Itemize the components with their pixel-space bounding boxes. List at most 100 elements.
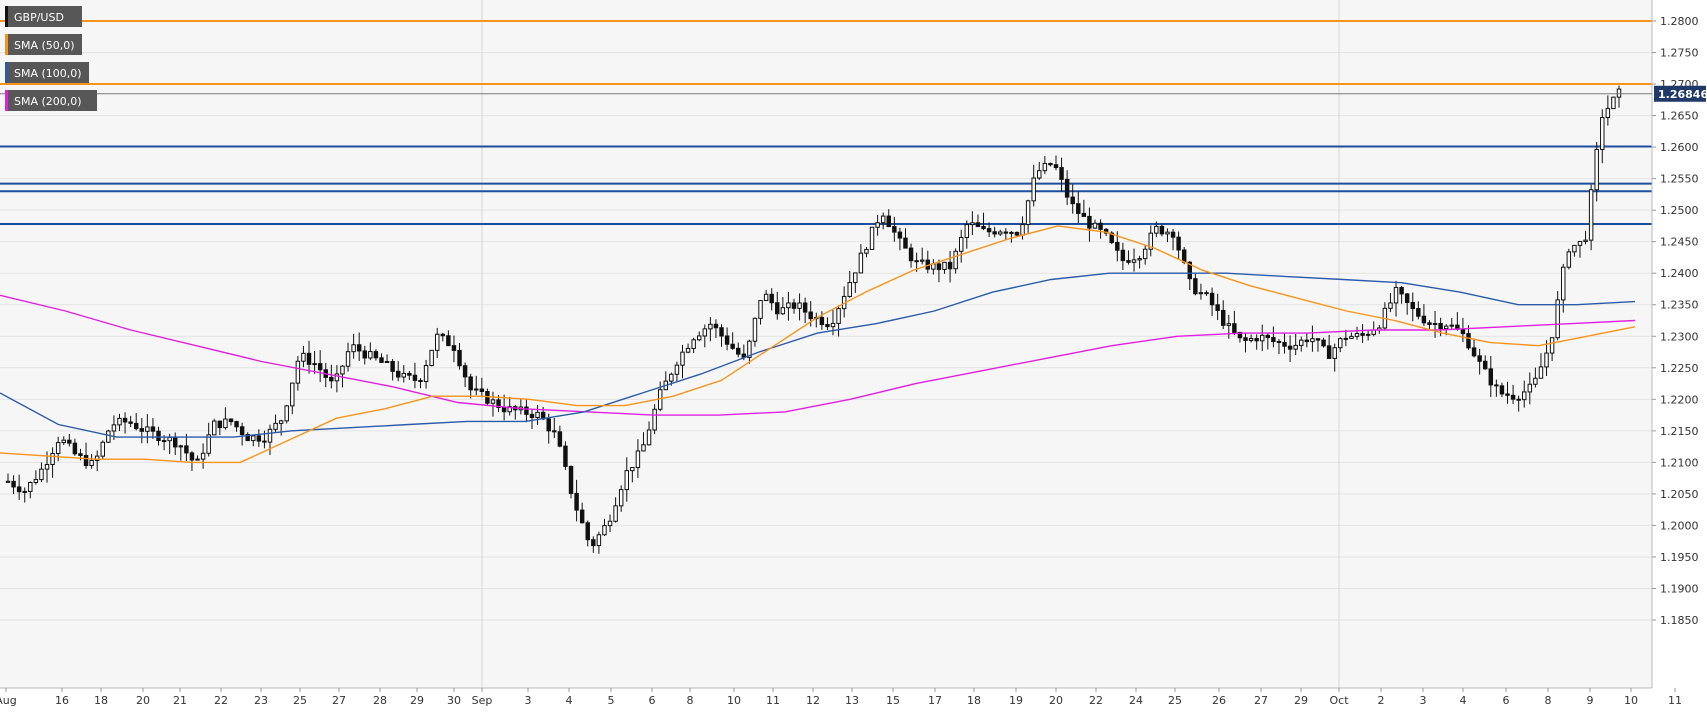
candle[interactable] xyxy=(802,297,808,324)
legend-item[interactable]: GBP/USD xyxy=(5,6,82,27)
candle[interactable] xyxy=(858,244,864,274)
candle[interactable] xyxy=(869,226,875,250)
candle[interactable] xyxy=(618,485,624,512)
candle[interactable] xyxy=(1611,96,1616,110)
candle[interactable] xyxy=(1176,231,1181,260)
candle[interactable] xyxy=(223,407,228,430)
candle[interactable] xyxy=(964,220,970,249)
candle[interactable] xyxy=(150,418,156,439)
candle[interactable] xyxy=(752,317,758,347)
candle[interactable] xyxy=(1549,337,1555,362)
candle[interactable] xyxy=(1583,230,1588,245)
candle[interactable] xyxy=(685,343,691,354)
candle[interactable] xyxy=(200,443,206,469)
candle[interactable] xyxy=(317,350,323,383)
candle[interactable] xyxy=(1059,157,1064,192)
candle[interactable] xyxy=(1516,395,1521,412)
candle[interactable] xyxy=(875,214,880,236)
candle[interactable] xyxy=(451,335,457,363)
candle[interactable] xyxy=(1282,332,1287,354)
candle[interactable] xyxy=(1594,141,1599,202)
candle[interactable] xyxy=(524,399,529,423)
candle[interactable] xyxy=(825,317,830,330)
candle[interactable] xyxy=(1304,333,1310,348)
candle[interactable] xyxy=(1326,334,1332,359)
candle[interactable] xyxy=(301,346,306,368)
candle[interactable] xyxy=(736,342,741,358)
candle[interactable] xyxy=(1154,221,1159,238)
candle[interactable] xyxy=(1555,291,1560,341)
candle[interactable] xyxy=(1527,372,1533,405)
candle[interactable] xyxy=(763,289,769,302)
candle[interactable] xyxy=(981,212,986,231)
candle[interactable] xyxy=(1232,310,1237,335)
candle[interactable] xyxy=(1399,285,1404,304)
candle[interactable] xyxy=(1499,382,1505,398)
candle[interactable] xyxy=(1338,337,1343,353)
candle[interactable] xyxy=(351,333,356,359)
candle[interactable] xyxy=(1265,333,1271,350)
candle[interactable] xyxy=(395,361,401,382)
candle[interactable] xyxy=(1053,155,1059,171)
candle[interactable] xyxy=(1271,326,1276,348)
candle[interactable] xyxy=(1092,219,1098,229)
candle[interactable] xyxy=(1494,379,1499,397)
candle[interactable] xyxy=(128,415,133,428)
candle[interactable] xyxy=(490,391,496,417)
candle[interactable] xyxy=(312,351,317,374)
candle[interactable] xyxy=(624,457,629,502)
candle[interactable] xyxy=(5,473,11,483)
candle[interactable] xyxy=(958,229,964,263)
candle[interactable] xyxy=(1449,317,1454,329)
candle[interactable] xyxy=(1254,334,1259,350)
candle[interactable] xyxy=(1226,314,1232,339)
candle[interactable] xyxy=(1544,340,1549,377)
candle[interactable] xyxy=(329,364,334,389)
candle[interactable] xyxy=(864,246,869,258)
candle[interactable] xyxy=(769,288,774,311)
candle[interactable] xyxy=(479,377,485,398)
candle[interactable] xyxy=(1009,230,1014,243)
candle[interactable] xyxy=(585,520,590,547)
candle[interactable] xyxy=(67,434,72,447)
candle[interactable] xyxy=(457,342,462,370)
candle[interactable] xyxy=(1076,191,1081,224)
candle[interactable] xyxy=(691,337,696,353)
candle[interactable] xyxy=(1522,380,1527,408)
candle[interactable] xyxy=(919,247,925,265)
candle[interactable] xyxy=(1577,240,1583,258)
candle[interactable] xyxy=(903,228,908,249)
candle[interactable] xyxy=(975,214,981,228)
candle[interactable] xyxy=(50,447,55,478)
candle[interactable] xyxy=(1488,356,1494,397)
candle[interactable] xyxy=(122,412,128,434)
candle[interactable] xyxy=(217,420,223,436)
candle[interactable] xyxy=(1198,283,1204,300)
candle[interactable] xyxy=(1243,333,1248,353)
candle[interactable] xyxy=(100,440,105,460)
candle[interactable] xyxy=(429,349,434,367)
candle[interactable] xyxy=(552,418,557,439)
sma-100-line[interactable] xyxy=(0,272,1636,438)
candle[interactable] xyxy=(1471,338,1477,358)
candle[interactable] xyxy=(596,531,602,554)
candle[interactable] xyxy=(245,432,250,442)
candle[interactable] xyxy=(33,470,39,485)
candle[interactable] xyxy=(797,293,802,321)
candle[interactable] xyxy=(83,442,89,469)
candle[interactable] xyxy=(1048,162,1053,167)
candle[interactable] xyxy=(1538,353,1544,379)
candle[interactable] xyxy=(139,417,145,444)
candle[interactable] xyxy=(1315,338,1321,352)
candle[interactable] xyxy=(724,327,730,351)
candle[interactable] xyxy=(423,359,429,389)
candle[interactable] xyxy=(278,419,284,436)
candle[interactable] xyxy=(1566,248,1572,270)
candle[interactable] xyxy=(440,332,446,342)
candle[interactable] xyxy=(674,361,680,382)
candle[interactable] xyxy=(1616,85,1622,108)
candle[interactable] xyxy=(1354,326,1360,340)
candle[interactable] xyxy=(646,421,652,446)
candle[interactable] xyxy=(1276,338,1282,355)
